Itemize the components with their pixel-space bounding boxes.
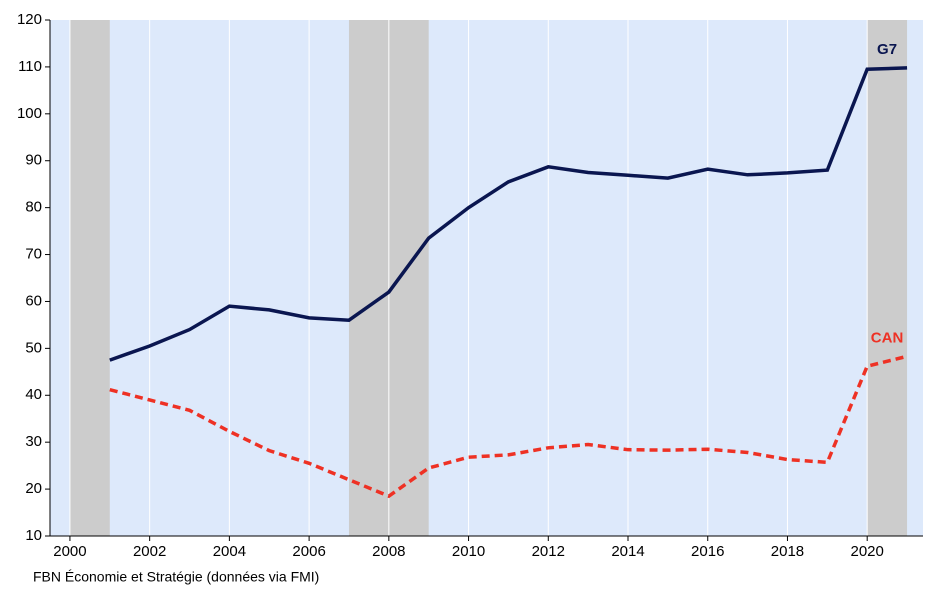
- x-tick-label: 2014: [611, 543, 644, 560]
- x-tick-label: 2000: [53, 543, 86, 560]
- plot-background: [50, 20, 923, 536]
- x-tick-label: 2004: [213, 543, 246, 560]
- shaded-period: [867, 20, 908, 536]
- y-tick-label: 60: [25, 292, 42, 309]
- y-tick-label: 80: [25, 199, 42, 216]
- x-tick-label: 2020: [851, 543, 884, 560]
- y-tick-label: 20: [25, 480, 42, 497]
- y-tick-label: 30: [25, 433, 42, 450]
- y-tick-label: 70: [25, 246, 42, 263]
- y-tick-label: 10: [25, 527, 42, 544]
- series-label: G7: [877, 41, 897, 58]
- series-line: [109, 66, 908, 362]
- y-tick-label: 90: [25, 152, 42, 169]
- x-tick-label: 2010: [452, 543, 485, 560]
- x-tick-label: 2016: [691, 543, 724, 560]
- shaded-period: [69, 20, 110, 536]
- x-tick-label: 2012: [532, 543, 565, 560]
- y-tick-label: 120: [17, 11, 42, 28]
- series-label: CAN: [871, 329, 904, 346]
- x-tick-label: 2002: [133, 543, 166, 560]
- y-tick-label: 50: [25, 339, 42, 356]
- x-tick-label: 2006: [292, 543, 325, 560]
- series-line: [109, 354, 908, 499]
- source: FBN Économie et Stratégie (données via F…: [33, 569, 319, 585]
- y-tick-label: 40: [25, 386, 42, 403]
- x-tick-label: 2008: [372, 543, 405, 560]
- y-tick-label: 110: [18, 58, 42, 75]
- y-tick-label: 100: [17, 105, 42, 122]
- x-tick-label: 2018: [771, 543, 804, 560]
